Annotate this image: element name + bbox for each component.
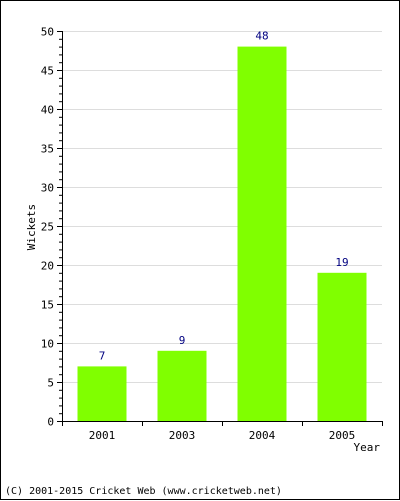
x-tick-label: 2004 — [249, 429, 276, 442]
y-tick-label: 45 — [41, 65, 54, 78]
data-label: 9 — [179, 334, 186, 347]
bar-2001 — [77, 366, 127, 421]
data-label: 48 — [255, 30, 268, 43]
x-tick-labels: 2001 2003 2004 2005 — [89, 429, 356, 442]
y-tick-label: 30 — [41, 182, 54, 195]
bar-2005 — [317, 272, 367, 421]
x-tick-label: 2005 — [329, 429, 356, 442]
y-tick-label: 5 — [47, 377, 54, 390]
bar-2004 — [237, 46, 287, 421]
data-labels: 7 9 48 19 — [99, 30, 349, 363]
copyright-footer: (C) 2001-2015 Cricket Web (www.cricketwe… — [5, 486, 282, 497]
x-axis-title: Year — [354, 441, 381, 454]
y-tick-labels: 0 5 10 15 20 25 30 35 40 45 50 — [41, 26, 54, 429]
data-label: 19 — [335, 256, 348, 269]
y-tick-label: 0 — [47, 416, 54, 429]
bars — [77, 46, 367, 421]
x-tick-label: 2001 — [89, 429, 116, 442]
y-tick-label: 50 — [41, 26, 54, 39]
x-tick-label: 2003 — [169, 429, 196, 442]
y-tick-label: 25 — [41, 221, 54, 234]
y-axis-title: Wickets — [25, 204, 38, 250]
y-tick-label: 40 — [41, 104, 54, 117]
y-tick-label: 10 — [41, 338, 54, 351]
bar-2003 — [157, 350, 207, 421]
y-tick-label: 20 — [41, 260, 54, 273]
y-tick-label: 15 — [41, 299, 54, 312]
tick-marks — [57, 31, 383, 426]
grid-lines — [62, 31, 382, 383]
data-label: 7 — [99, 349, 106, 362]
y-tick-label: 35 — [41, 143, 54, 156]
